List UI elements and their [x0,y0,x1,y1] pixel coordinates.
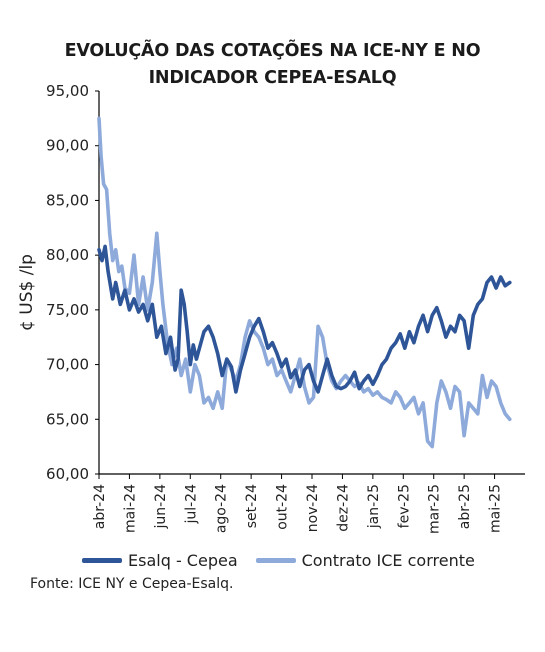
chart-title-line-1: EVOLUÇÃO DAS COTAÇÕES NA ICE-NY E NO [64,41,481,61]
legend-item-ice: Contrato ICE corrente [255,550,475,570]
x-tick-label: dez-24 [335,484,351,532]
legend-label-ice: Contrato ICE corrente [301,550,475,570]
y-tick-label: 60,00 [46,465,89,483]
x-tick-label: out-24 [275,484,291,530]
x-tick-label: mai-24 [122,484,138,533]
y-tick-label: 80,00 [46,246,89,264]
x-tick-label: mai-25 [488,484,504,533]
y-tick-label: 95,00 [46,82,89,100]
x-tick-label: nov-24 [305,484,321,532]
y-axis-title: ¢ US$ /lp [17,254,37,331]
x-tick-label: abr-24 [92,484,108,529]
source-note: Fonte: ICE NY e Cepea-Esalq. [30,576,234,592]
x-tick-label: ago-24 [214,484,230,533]
legend-swatch-esalq [82,557,122,563]
y-tick-label: 85,00 [46,191,89,209]
legend-label-esalq: Esalq - Cepea [128,550,238,570]
y-tick-label: 70,00 [46,356,89,374]
legend-item-esalq: Esalq - Cepea [82,551,238,570]
legend-swatch-ice [255,557,296,563]
series-line-ice [97,116,512,449]
y-tick-label: 75,00 [46,301,89,319]
series-line-esalq [97,244,512,394]
x-tick-label: mar-25 [427,484,443,534]
x-tick-label: set-24 [244,484,260,528]
legend: Esalq - Cepea Contrato ICE corrente [82,549,493,571]
x-tick-label: jun-24 [153,484,169,530]
x-tick-label: abr-25 [457,484,473,529]
chart-title: EVOLUÇÃO DAS COTAÇÕES NA ICE-NY E NO IND… [0,38,545,92]
x-tick-label: fev-25 [396,484,412,528]
y-tick-label: 65,00 [46,410,89,428]
chart-title-line-2: INDICADOR CEPEA-ESALQ [148,68,397,88]
x-tick-label: jul-24 [183,484,199,525]
x-tick-label: jan-25 [366,484,382,529]
y-tick-label: 90,00 [46,137,89,155]
